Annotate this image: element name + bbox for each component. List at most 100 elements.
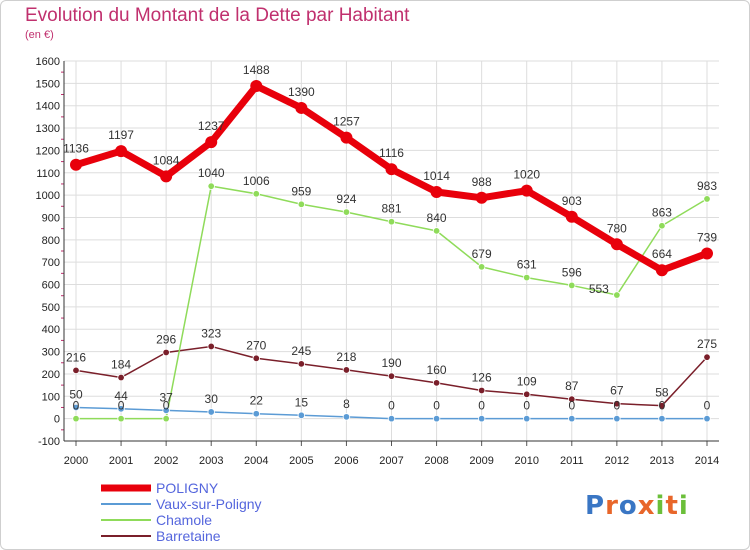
- data-point: [252, 190, 260, 198]
- data-point: [117, 405, 125, 413]
- data-label: 50: [69, 387, 83, 401]
- data-label: 67: [610, 384, 624, 398]
- data-point: [475, 191, 488, 204]
- y-tick-label: 1600: [36, 56, 60, 68]
- data-point: [613, 291, 621, 299]
- data-point: [115, 145, 128, 158]
- data-label: 30: [205, 392, 219, 406]
- y-tick-label: 300: [42, 347, 60, 359]
- data-label: 1488: [243, 63, 270, 77]
- data-label: 881: [381, 202, 401, 216]
- data-label: 1237: [198, 119, 225, 133]
- data-point: [477, 263, 486, 271]
- data-point: [162, 348, 170, 357]
- data-label: 296: [156, 332, 176, 346]
- data-label: 1116: [379, 146, 404, 160]
- data-point: [342, 413, 351, 421]
- data-point: [568, 395, 576, 403]
- data-point: [523, 390, 531, 398]
- data-label: 270: [246, 338, 266, 352]
- x-tick-label: 2009: [469, 455, 493, 467]
- x-tick-label: 2011: [560, 455, 584, 467]
- data-label: 275: [697, 337, 717, 351]
- x-tick-label: 2008: [424, 455, 448, 467]
- data-label: 664: [652, 247, 672, 261]
- logo-letter: i: [678, 491, 689, 521]
- x-tick-label: 2002: [154, 455, 178, 467]
- data-label: 1014: [423, 169, 450, 183]
- logo-letter: x: [637, 491, 656, 521]
- data-label: 596: [562, 265, 582, 279]
- data-point: [295, 101, 308, 114]
- data-label: 109: [517, 374, 537, 388]
- data-point: [387, 372, 396, 380]
- x-tick-label: 2006: [334, 455, 358, 467]
- data-label: 0: [659, 399, 666, 413]
- x-tick-label: 2007: [379, 455, 403, 467]
- y-tick-label: 1400: [36, 101, 60, 113]
- data-point: [207, 182, 215, 190]
- data-label: 903: [562, 194, 582, 208]
- data-label: 245: [291, 344, 311, 358]
- y-tick-label: 1000: [36, 190, 60, 202]
- series-group: [70, 80, 713, 423]
- data-point: [297, 411, 306, 419]
- x-tick-label: 2005: [289, 455, 313, 467]
- data-label: 739: [697, 230, 717, 244]
- y-tick-label: 900: [42, 212, 60, 224]
- data-point: [568, 281, 576, 290]
- data-label: 1084: [153, 153, 180, 167]
- y-axis-ticks: -100 0 100 200 300 400 500 600 700 800 900 1000 1100…: [36, 56, 60, 448]
- data-label: 0: [388, 399, 395, 413]
- proxiti-logo: Proxiti: [585, 491, 689, 521]
- data-point: [250, 80, 263, 93]
- data-point: [432, 414, 441, 423]
- data-label: 631: [517, 258, 537, 272]
- y-tick-label: 1100: [36, 168, 60, 180]
- data-point: [252, 410, 260, 418]
- data-point: [207, 342, 215, 351]
- data-label: 87: [565, 379, 579, 393]
- data-label: 1006: [243, 174, 270, 188]
- data-point: [385, 163, 398, 176]
- data-label: 15: [295, 395, 309, 409]
- data-label: 0: [614, 399, 621, 413]
- data-label: 216: [66, 350, 86, 364]
- data-label: 190: [381, 356, 401, 370]
- data-label: 0: [478, 399, 485, 413]
- y-tick-label: 400: [42, 324, 60, 336]
- data-label: 218: [336, 350, 356, 364]
- data-point: [430, 185, 443, 198]
- data-label: 1020: [513, 168, 540, 182]
- logo-letter: i: [655, 491, 666, 521]
- data-point: [297, 200, 306, 208]
- data-point: [523, 273, 531, 282]
- data-label: 126: [472, 370, 492, 384]
- data-label: 1040: [198, 166, 225, 180]
- data-point: [205, 136, 218, 149]
- data-point: [162, 406, 170, 415]
- data-label: 22: [250, 394, 264, 408]
- data-point: [658, 414, 666, 423]
- data-point: [701, 247, 713, 260]
- data-label: 37: [159, 390, 173, 404]
- data-point: [340, 131, 353, 144]
- x-axis-ticks: 2000 2001 2002 2003 2004 2005 2006 2007 2008 2009…: [64, 455, 719, 467]
- data-point: [160, 170, 173, 183]
- data-label: 840: [427, 211, 447, 225]
- chart-subtitle: (en €): [25, 29, 54, 41]
- data-label: 0: [568, 399, 575, 413]
- data-point: [252, 354, 260, 362]
- data-point: [342, 366, 351, 374]
- data-point: [432, 227, 441, 235]
- data-label: 58: [655, 386, 669, 400]
- data-point: [117, 414, 125, 423]
- y-tick-label: 1200: [36, 145, 60, 157]
- y-tick-label: 500: [42, 302, 60, 314]
- x-tick-label: 2013: [650, 455, 674, 467]
- data-label: 1390: [288, 85, 315, 99]
- data-label: 959: [291, 184, 311, 198]
